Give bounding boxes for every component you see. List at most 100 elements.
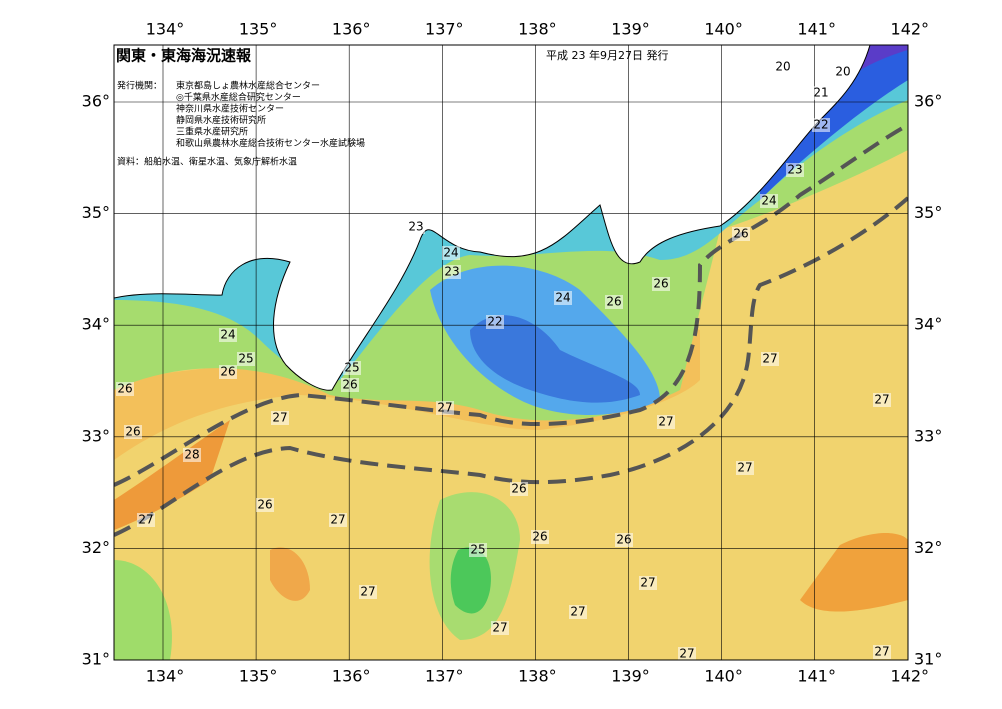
contour-label-bg bbox=[491, 621, 509, 635]
axes: 134° 134° 135° 135° 136° 136° 137° 137° 138° 138°… bbox=[82, 20, 943, 686]
lat-label-left: 33° bbox=[82, 426, 110, 445]
contour-label: 23 bbox=[408, 220, 423, 234]
contour-label: 24 bbox=[220, 328, 235, 342]
contour-label: 26 bbox=[511, 482, 526, 496]
contour-label-bg bbox=[124, 425, 142, 439]
lat-label-left: 32° bbox=[82, 538, 110, 557]
lon-label-bottom: 142° bbox=[891, 667, 930, 686]
agency: 三重県水産研究所 bbox=[176, 126, 248, 138]
map-frame bbox=[113, 44, 909, 661]
contour-label-bg bbox=[736, 461, 754, 475]
contour-label-bg bbox=[615, 533, 633, 547]
lon-label-top: 135° bbox=[239, 20, 278, 39]
contour-label-bg bbox=[329, 513, 347, 527]
contour-label-bg bbox=[873, 393, 891, 407]
contour-label-bg bbox=[116, 382, 134, 396]
lon-label-bottom: 135° bbox=[239, 667, 278, 686]
contour-label: 26 bbox=[532, 530, 547, 544]
contour-label: 26 bbox=[117, 382, 132, 396]
contour-label: 27 bbox=[679, 647, 694, 661]
kuroshio-south bbox=[114, 196, 908, 537]
lon-label-top: 134° bbox=[146, 20, 185, 39]
source: 資料：船舶水温、衛星水温、気象庁解析水温 bbox=[117, 156, 297, 168]
title: 関東・東海海況速報 bbox=[116, 47, 252, 65]
contour-label-bg bbox=[786, 163, 804, 177]
warm-patch bbox=[800, 533, 908, 612]
contour-label: 28 bbox=[184, 448, 199, 462]
lat-label-right: 31° bbox=[914, 650, 942, 669]
contour-label-bg bbox=[341, 378, 359, 392]
contour-label-bg bbox=[359, 585, 377, 599]
land bbox=[114, 45, 871, 391]
contour-label: 25 bbox=[344, 361, 359, 375]
warm-patch bbox=[114, 420, 230, 530]
contour-label-bg bbox=[732, 227, 750, 241]
lon-label-bottom: 139° bbox=[611, 667, 650, 686]
lon-label-top: 139° bbox=[611, 20, 650, 39]
lat-label-right: 33° bbox=[914, 426, 942, 445]
contour-label: 27 bbox=[492, 621, 507, 635]
contour-label: 22 bbox=[813, 118, 828, 132]
contour-label: 24 bbox=[555, 291, 570, 305]
contour-label-bg bbox=[531, 530, 549, 544]
contour-label-bg bbox=[761, 352, 779, 366]
contour-label: 27 bbox=[640, 576, 655, 590]
lat-label-right: 35° bbox=[914, 203, 942, 222]
lon-label-top: 136° bbox=[332, 20, 371, 39]
issue-date: 平成 23 年9月27日 発行 bbox=[546, 48, 668, 62]
contour-label: 26 bbox=[616, 533, 631, 547]
contour-label-bg bbox=[639, 576, 657, 590]
contour-label: 26 bbox=[733, 227, 748, 241]
lon-label-top: 141° bbox=[797, 20, 836, 39]
lon-label-bottom: 138° bbox=[518, 667, 557, 686]
warm-patch bbox=[270, 547, 310, 601]
contour-label: 27 bbox=[360, 585, 375, 599]
contour-label-bg bbox=[271, 411, 289, 425]
lon-label-bottom: 140° bbox=[704, 667, 743, 686]
contour-label: 27 bbox=[658, 415, 673, 429]
contour-label-bg bbox=[834, 65, 852, 79]
lat-label-left: 36° bbox=[82, 92, 110, 111]
lon-label-bottom: 136° bbox=[332, 667, 371, 686]
contour-label-bg bbox=[219, 328, 237, 342]
contour-label: 27 bbox=[272, 411, 287, 425]
cold-core bbox=[470, 315, 640, 403]
agencies-label: 発行機関： bbox=[117, 80, 162, 92]
contour-label: 26 bbox=[342, 378, 357, 392]
contour-label-bg bbox=[678, 647, 696, 660]
lon-label-bottom: 141° bbox=[797, 667, 836, 686]
contour-label-bg bbox=[237, 352, 255, 366]
contour-label: 21 bbox=[813, 86, 828, 100]
agency: 東京都島しょ農林水産総合センター bbox=[176, 80, 320, 92]
agency-list: 東京都島しょ農林水産総合センター◎千葉県水産総合研究センター神奈川県水産技術セン… bbox=[176, 80, 365, 150]
contour-label-bg bbox=[774, 60, 792, 74]
contour-label-bg bbox=[137, 513, 155, 527]
contour-label-bg bbox=[873, 645, 891, 659]
lon-label-bottom: 134° bbox=[146, 667, 185, 686]
agency: 和歌山県農林水産総合技術センター水産試験場 bbox=[176, 137, 365, 149]
contour-label-bg bbox=[219, 365, 237, 379]
contour-label: 27 bbox=[570, 605, 585, 619]
contour-label: 24 bbox=[443, 246, 458, 260]
contour-label-bg bbox=[469, 543, 487, 557]
contour-label: 27 bbox=[437, 401, 452, 415]
contour-label-bg bbox=[256, 498, 274, 512]
kuroshio-north bbox=[114, 123, 908, 487]
lat-label-left: 31° bbox=[82, 650, 110, 669]
contour-label: 27 bbox=[138, 513, 153, 527]
contour-label: 26 bbox=[257, 498, 272, 512]
agency: 静岡県水産技術研究所 bbox=[176, 114, 266, 126]
lon-label-bottom: 137° bbox=[425, 667, 464, 686]
contour-label-bg bbox=[812, 118, 830, 132]
agency: ◎千葉県水産総合研究センター bbox=[176, 91, 301, 103]
contour-label: 20 bbox=[835, 65, 850, 79]
contour-label: 27 bbox=[762, 352, 777, 366]
contour-label: 23 bbox=[444, 265, 459, 279]
cool-patch bbox=[114, 560, 172, 660]
contour-label-bg bbox=[510, 482, 528, 496]
lon-label-top: 138° bbox=[518, 20, 557, 39]
contour-label: 23 bbox=[787, 163, 802, 177]
contour-label: 24 bbox=[761, 194, 776, 208]
